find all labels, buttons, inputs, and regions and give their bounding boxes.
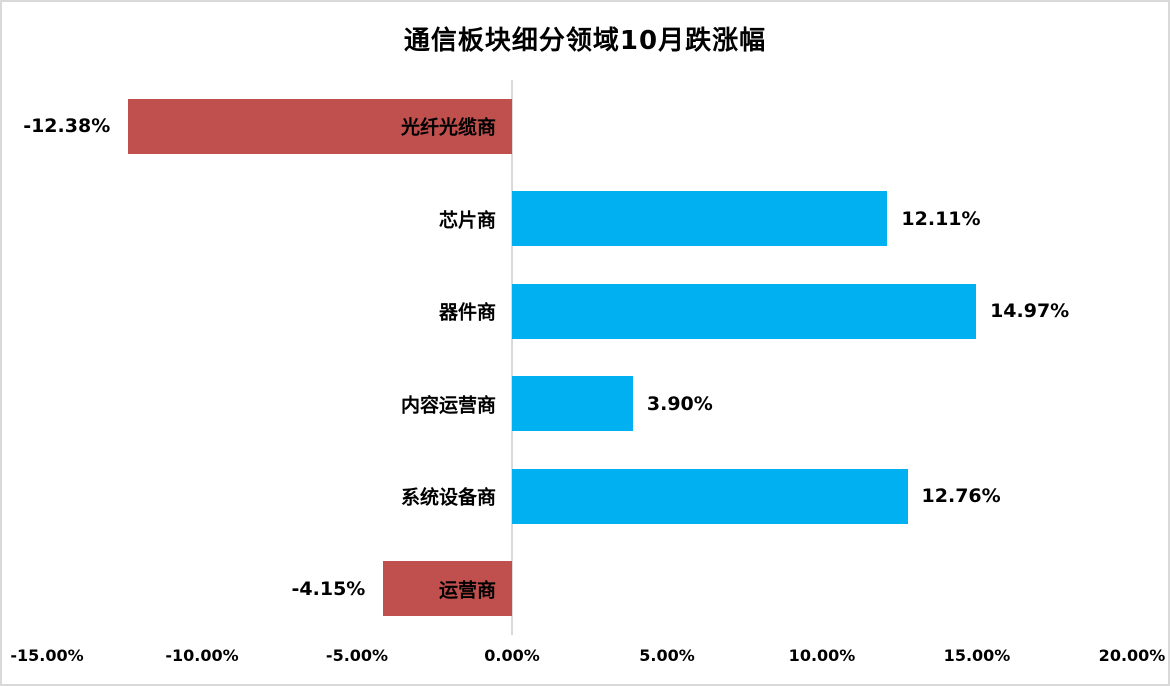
x-tick-label: -15.00% — [10, 646, 84, 665]
x-tick-label: -10.00% — [165, 646, 239, 665]
zero-axis-line — [511, 80, 513, 635]
x-tick-label: -5.00% — [325, 646, 389, 665]
x-tick-label: 15.00% — [943, 646, 1011, 665]
x-tick-label: 10.00% — [788, 646, 856, 665]
x-tick-label: 0.00% — [484, 646, 540, 665]
x-tick-label: 5.00% — [639, 646, 695, 665]
value-label: 3.90% — [646, 392, 713, 415]
bar-光纤光缆商 — [128, 98, 512, 154]
value-label: -12.38% — [23, 115, 111, 138]
category-label: 运营商 — [438, 579, 496, 602]
category-label: 光纤光缆商 — [400, 116, 496, 139]
category-label: 芯片商 — [438, 209, 496, 232]
bar-运营商 — [383, 561, 512, 617]
x-tick-label: 20.00% — [1098, 646, 1166, 665]
category-label: 内容运营商 — [400, 394, 496, 417]
bar-器件商 — [512, 283, 977, 339]
value-label: -4.15% — [291, 577, 366, 600]
bar-芯片商 — [512, 191, 888, 247]
value-label: 12.11% — [901, 207, 981, 230]
category-label: 器件商 — [438, 301, 496, 324]
bar-内容运营商 — [512, 376, 633, 432]
bar-系统设备商 — [512, 468, 908, 524]
value-label: 14.97% — [990, 300, 1070, 323]
chart-title: 通信板块细分领域10月跌涨幅 — [403, 26, 767, 56]
category-label: 系统设备商 — [400, 486, 496, 509]
value-label: 12.76% — [921, 485, 1001, 508]
